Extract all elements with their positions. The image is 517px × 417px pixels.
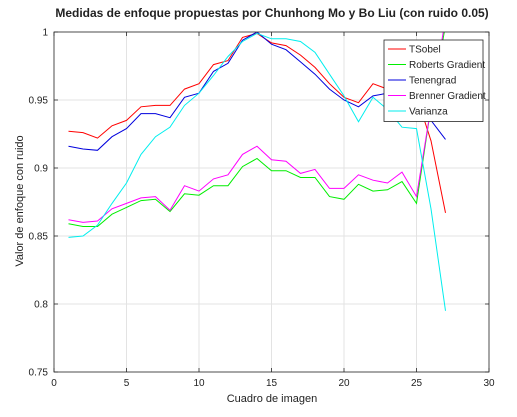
chart-title: Medidas de enfoque propuestas por Chunho…	[55, 6, 488, 20]
y-tick-label: 0.85	[29, 232, 49, 243]
y-tick-label: 1	[42, 28, 48, 39]
y-tick-label: 0.75	[29, 368, 49, 379]
legend: TSobel Roberts Gradient Tenengrad Brenner G…	[383, 39, 486, 122]
series-line-varianza	[68, 32, 446, 311]
y-axis-label: Valor de enfoque con ruido	[14, 135, 26, 266]
legend-label-varianza: Varianza	[409, 107, 448, 118]
y-tick-label: 0.8	[34, 300, 48, 311]
legend-label-tsobel: TSobel	[409, 45, 441, 56]
legend-box	[383, 39, 484, 122]
y-tick-label: 0.95	[29, 96, 49, 107]
series-group	[68, 32, 446, 311]
x-tick-label: 0	[51, 378, 57, 389]
axis-ticks: 0 5 10 15 20 25 30 0.75 0.8 0.85 0.9 0.95 1	[29, 28, 495, 390]
x-tick-label: 20	[338, 378, 350, 389]
series-line-brenner-gradient	[68, 32, 444, 223]
series-layer	[68, 32, 446, 311]
x-tick-label: 30	[483, 378, 495, 389]
x-tick-label: 25	[411, 378, 423, 389]
series-line-roberts-gradient	[68, 32, 445, 227]
x-axis-label: Cuadro de imagen	[227, 393, 318, 405]
legend-label-brenner-gradient: Brenner Gradient	[409, 91, 486, 102]
legend-label-roberts-gradient: Roberts Gradient	[409, 60, 485, 71]
y-tick-label: 0.9	[34, 164, 48, 175]
x-tick-label: 15	[266, 378, 278, 389]
legend-label-tenengrad: Tenengrad	[409, 76, 456, 87]
series-line-tenengrad	[68, 32, 446, 151]
x-tick-label: 5	[124, 378, 130, 389]
x-tick-label: 10	[193, 378, 205, 389]
